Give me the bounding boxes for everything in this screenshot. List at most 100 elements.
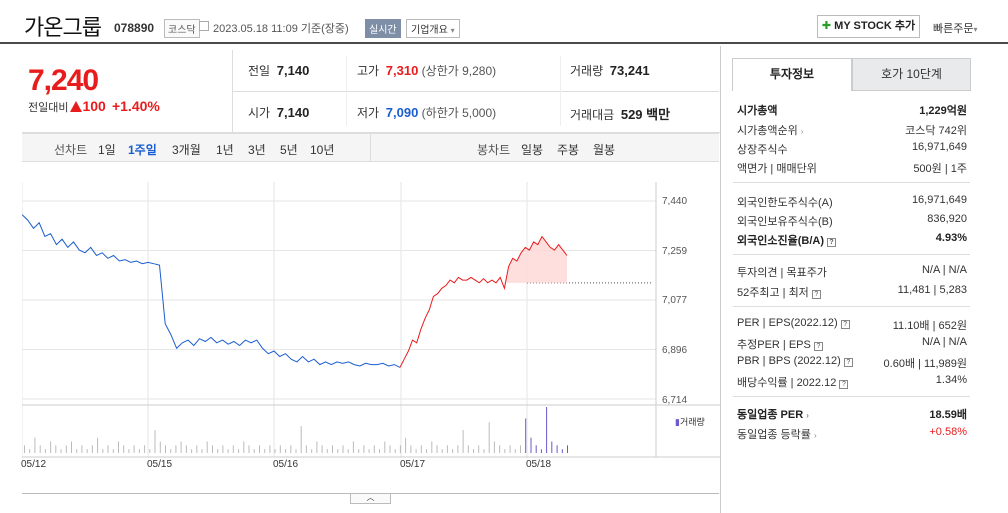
- market-cap-rank-row[interactable]: 시가총액순위 › 코스닥 742위: [737, 125, 967, 137]
- volume-bar: [295, 449, 297, 453]
- help-icon[interactable]: ?: [811, 290, 821, 299]
- industry-per-row[interactable]: 동일업종 PER › 18.59배: [737, 409, 967, 421]
- plus-icon: ✚: [821, 20, 832, 32]
- price-chart[interactable]: [22, 162, 720, 488]
- volume-bar: [253, 449, 255, 453]
- volume-bar: [55, 445, 57, 453]
- volume-bar: [185, 445, 187, 453]
- company-name: 가온그룹: [24, 16, 102, 41]
- volume-bar: [452, 449, 454, 453]
- period-10y[interactable]: 10년: [310, 143, 335, 157]
- dividend-row: 배당수익률 | 2022.12 ? 1.34%: [737, 374, 967, 389]
- volume-bar: [29, 449, 31, 453]
- volume-bar: [175, 445, 177, 453]
- volume-bar: [483, 449, 485, 453]
- volume-bar: [285, 449, 287, 453]
- chart-toolbar: 선차트 1일 1주일 3개월 1년 3년 5년 10년 봉차트 일봉 주봉 월봉: [22, 133, 719, 162]
- candle-monthly[interactable]: 월봉: [593, 143, 616, 157]
- chevron-right-icon: ›: [813, 431, 817, 440]
- info-tabs: 투자정보 호가 10단계: [732, 58, 971, 91]
- volume-bar: [551, 441, 553, 453]
- volume-bar: [24, 445, 25, 453]
- volume-bar: [217, 449, 219, 453]
- chevron-right-icon: ›: [806, 411, 809, 420]
- period-3y[interactable]: 3년: [248, 143, 266, 157]
- add-mystock-button[interactable]: ✚ MY STOCK 추가: [817, 15, 920, 38]
- volume-bar: [196, 445, 198, 453]
- period-5y[interactable]: 5년: [280, 143, 298, 157]
- volume-bar: [488, 422, 490, 453]
- price-box: 7,240 전일대비 100 +1.40%: [22, 52, 232, 132]
- chevron-up-icon: ︿: [366, 493, 375, 502]
- volume-bar: [352, 441, 354, 453]
- volume-bar: [170, 449, 172, 453]
- volume-bar: [97, 437, 99, 453]
- volume-bar: [65, 445, 67, 453]
- listed-shares-row: 상장주식수 16,971,649: [737, 141, 967, 156]
- candle-daily[interactable]: 일봉: [521, 143, 544, 157]
- calendar-icon: [199, 21, 209, 31]
- volume-bar: [118, 441, 119, 453]
- volume-bar: [180, 441, 182, 453]
- volume-bar: [441, 449, 443, 453]
- volume-bar: [389, 445, 391, 453]
- realtime-badge[interactable]: 실시간: [365, 19, 401, 38]
- volume-bar: [238, 449, 240, 453]
- volume-bar: [50, 441, 52, 453]
- prev-close: 전일 7,140: [248, 63, 310, 78]
- volume-bar: [410, 445, 412, 453]
- volume-bar: [415, 449, 417, 453]
- chart-collapse-button[interactable]: ︿: [350, 494, 391, 504]
- help-icon[interactable]: ?: [843, 358, 853, 367]
- volume-bar: [379, 449, 380, 453]
- face-value-row: 액면가 | 매매단위 500원 | 1주: [737, 163, 967, 175]
- volume-bar: [546, 407, 548, 453]
- volume-bar: [300, 426, 302, 453]
- est-per-row: 추정PER | EPS ? N/A | N/A: [737, 336, 967, 351]
- help-icon[interactable]: ?: [813, 342, 823, 351]
- period-1y[interactable]: 1년: [216, 143, 234, 157]
- volume-legend: ▮거래량: [675, 417, 705, 427]
- volume-bar: [473, 449, 474, 453]
- market-badge: 코스닥: [164, 19, 200, 38]
- x-tick: 05/18: [526, 459, 552, 470]
- y-tick: 6,896: [662, 345, 688, 356]
- price-line-down: [22, 214, 401, 368]
- tab-invest-info[interactable]: 투자정보: [732, 58, 852, 91]
- volume-bar: [269, 445, 271, 453]
- industry-rate-row[interactable]: 동일업종 등락률 › +0.58%: [737, 426, 967, 441]
- volume-bar: [44, 449, 46, 453]
- y-tick: 7,440: [662, 196, 688, 207]
- company-overview-dropdown[interactable]: 기업개요 ▾: [406, 19, 460, 38]
- volume-bar: [426, 449, 427, 453]
- volume-bar: [525, 418, 527, 453]
- volume-bar: [358, 449, 360, 453]
- period-1d[interactable]: 1일: [98, 143, 116, 157]
- volume-bar: [212, 445, 213, 453]
- period-1w[interactable]: 1주일: [128, 143, 157, 157]
- chevron-down-icon: ▾: [973, 25, 978, 34]
- help-icon[interactable]: ?: [827, 238, 837, 247]
- volume-bar: [86, 449, 88, 453]
- help-icon[interactable]: ?: [840, 320, 850, 329]
- volume-bar: [337, 449, 339, 453]
- volume-bar: [159, 441, 161, 453]
- help-icon[interactable]: ?: [839, 380, 849, 389]
- quick-order-dropdown[interactable]: 빠른주문▾: [933, 23, 978, 35]
- volume-bar: [39, 445, 41, 453]
- volume-bar: [34, 437, 36, 453]
- y-tick: 6,714: [662, 395, 688, 406]
- volume-bar: [399, 445, 401, 453]
- volume-bar: [144, 445, 146, 453]
- period-3m[interactable]: 3개월: [172, 143, 201, 157]
- chevron-right-icon: ›: [800, 127, 804, 136]
- volume-bar: [509, 445, 511, 453]
- x-tick: 05/15: [147, 459, 173, 470]
- candle-weekly[interactable]: 주봉: [557, 143, 580, 157]
- volume-bar: [290, 445, 292, 453]
- up-triangle-icon: [70, 101, 83, 112]
- volume-bar: [165, 445, 166, 453]
- volume-bar: [520, 445, 521, 453]
- tab-hoga[interactable]: 호가 10단계: [852, 58, 971, 91]
- volume-bar: [540, 449, 542, 453]
